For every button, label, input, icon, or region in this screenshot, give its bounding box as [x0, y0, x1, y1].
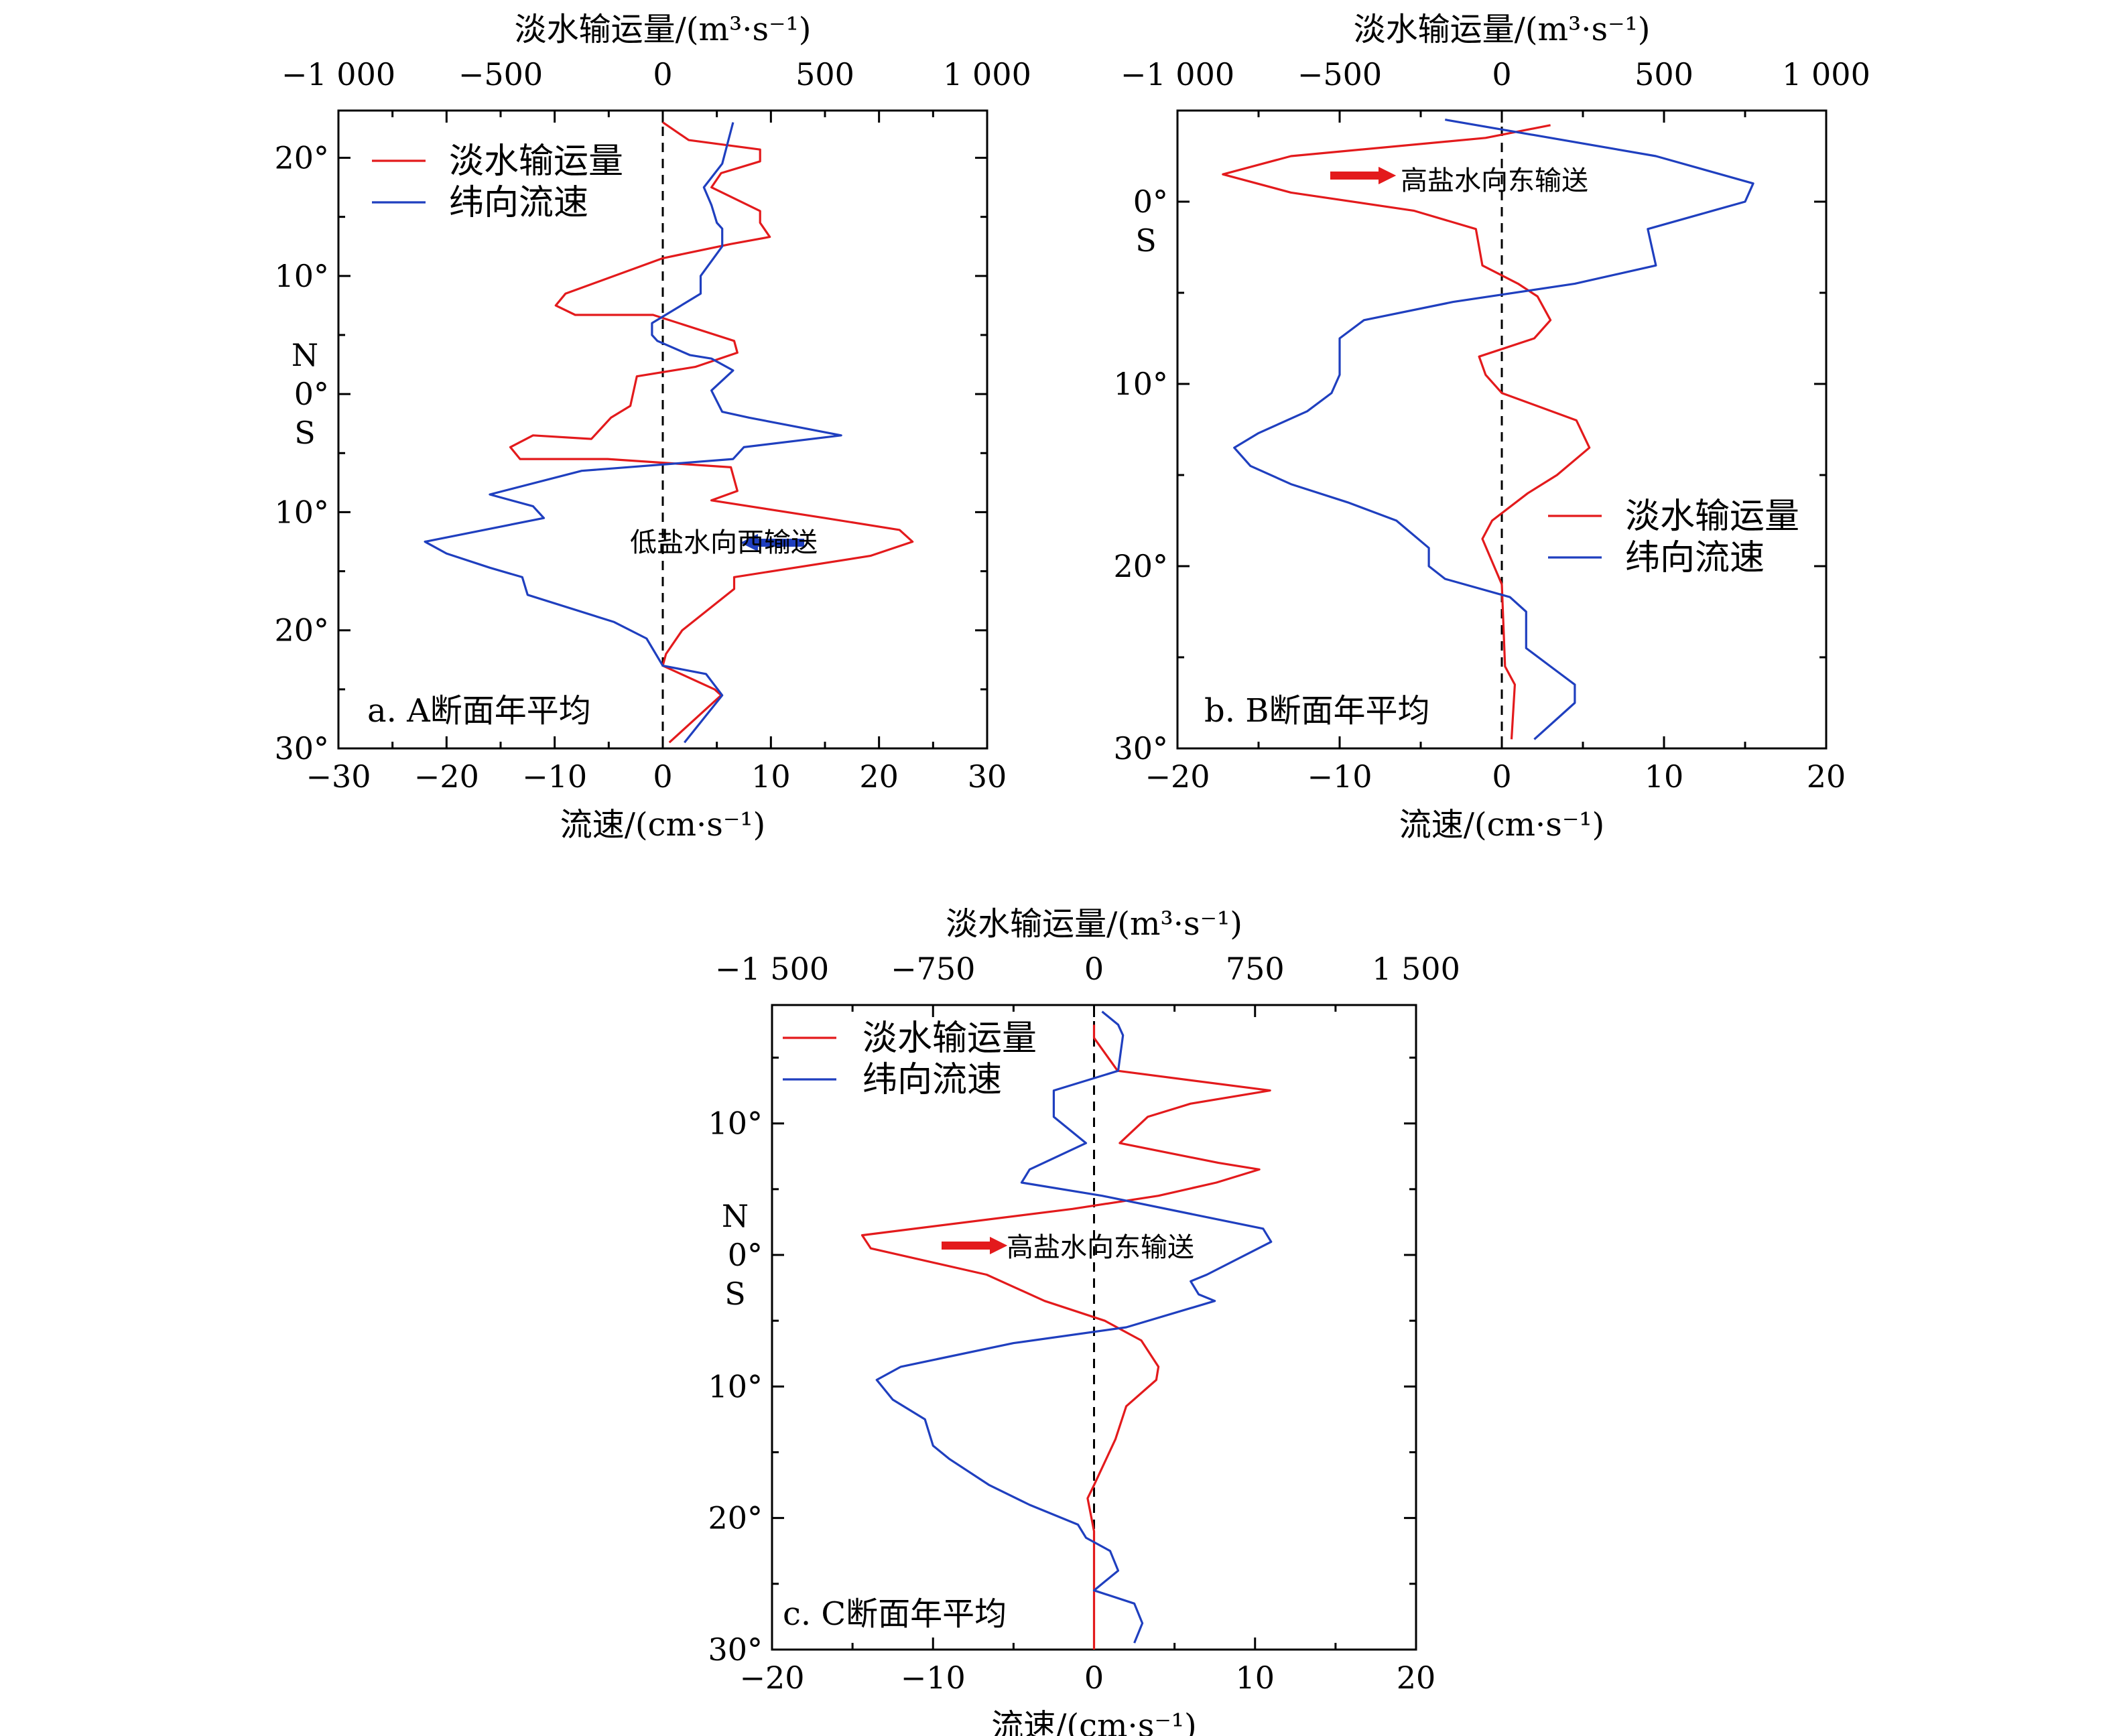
bottom-tick-label: 20 — [1807, 758, 1846, 795]
top-axis-title: 淡水输运量/(m³·s⁻¹) — [946, 905, 1242, 943]
lat-tick-label: 10° — [274, 258, 329, 294]
top-tick-label: −500 — [1297, 56, 1382, 92]
panel-c: −20 −10 0 10 20 −1 500 −750 0 750 1 500 淡水输运量/(m³·… — [708, 905, 1460, 1736]
legend-label: 淡水输运量 — [1625, 496, 1799, 537]
legend-label: 淡水输运量 — [449, 141, 623, 182]
bottom-tick-label: 30 — [968, 758, 1007, 795]
bottom-axis-title: 流速/(cm·s⁻¹) — [1399, 806, 1605, 844]
legend-label: 纬向流速 — [449, 183, 588, 223]
lat-tick-label: 30° — [1113, 730, 1168, 766]
lat-tick-label: 10° — [708, 1368, 763, 1404]
bottom-tick-label: −10 — [522, 758, 587, 795]
lat-tick-label: 20° — [274, 140, 329, 176]
legend-label: 淡水输运量 — [862, 1018, 1037, 1059]
top-tick-label: 1 000 — [1782, 56, 1870, 92]
top-tick-label: 500 — [1635, 56, 1693, 92]
bottom-tick-label: 0 — [1492, 758, 1511, 795]
annotation-text: 高盐水向东输送 — [1007, 1232, 1194, 1263]
top-tick-label: −1 000 — [281, 56, 395, 92]
bottom-tick-label: 20 — [1397, 1660, 1436, 1696]
bottom-tick-label: −20 — [1145, 758, 1210, 795]
top-tick-label: 0 — [653, 56, 672, 92]
s-label: S — [724, 1276, 746, 1312]
lat-tick-label: 30° — [708, 1631, 763, 1668]
bottom-tick-label: 20 — [859, 758, 899, 795]
annotation-text: 高盐水向东输送 — [1401, 165, 1588, 196]
plot-frame — [337, 109, 988, 750]
bottom-tick-label: 10 — [1235, 1660, 1275, 1696]
panel-title: a. A断面年平均 — [367, 692, 591, 730]
bottom-axis-title: 流速/(cm·s⁻¹) — [991, 1707, 1197, 1736]
panel-title: b. B断面年平均 — [1204, 692, 1430, 730]
annotation-text: 低盐水向西输送 — [630, 527, 818, 558]
lat-tick-label: 10° — [708, 1106, 763, 1142]
panel-title: c. C断面年平均 — [783, 1595, 1007, 1633]
bottom-tick-label: −20 — [739, 1660, 804, 1696]
top-tick-label: 1 500 — [1372, 951, 1460, 987]
lat-tick-label: 30° — [274, 730, 329, 766]
legend-label: 纬向流速 — [862, 1060, 1002, 1100]
lat-tick-label: 20° — [708, 1500, 763, 1536]
legend-label: 纬向流速 — [1625, 538, 1765, 578]
top-tick-label: −1 500 — [715, 951, 829, 987]
top-tick-label: 750 — [1226, 951, 1285, 987]
lat-tick-label: 20° — [274, 612, 329, 649]
s-label: S — [294, 415, 316, 451]
lat-tick-label: 20° — [1113, 548, 1168, 584]
top-tick-label: 1 000 — [943, 56, 1031, 92]
bottom-tick-label: −10 — [901, 1660, 966, 1696]
north-label: N — [722, 1198, 749, 1234]
series-line-zonal-velocity — [424, 122, 842, 744]
north-label: N — [292, 337, 318, 373]
bottom-tick-label: 0 — [1084, 1660, 1104, 1696]
lat-tick-label: 10° — [274, 494, 329, 530]
series-line-freshwater-transport — [509, 121, 914, 744]
bottom-tick-label: 10 — [1645, 758, 1684, 795]
series-line-freshwater-transport — [1222, 124, 1591, 740]
bottom-axis-title: 流速/(cm·s⁻¹) — [560, 806, 766, 844]
lat-tick-label: 0° — [1133, 184, 1168, 220]
top-axis-title: 淡水输运量/(m³·s⁻¹) — [515, 11, 812, 48]
bottom-tick-label: −20 — [414, 758, 479, 795]
series-line-zonal-velocity — [1233, 119, 1754, 740]
top-tick-label: −500 — [458, 56, 543, 92]
series-line-zonal-velocity — [875, 1010, 1273, 1644]
lat-tick-label: 0° — [294, 376, 329, 412]
s-label: S — [1135, 222, 1157, 259]
panel-b: −20 −10 0 10 20 −1 000 −500 0 500 1 000 淡水输运量/(m³·… — [1113, 11, 1870, 844]
lat-tick-label: 0° — [728, 1237, 763, 1273]
panel-a: −30 −20 −10 0 10 20 30 −1 000 −500 0 500 1 000 淡水输运量… — [274, 11, 1031, 844]
top-tick-label: 500 — [795, 56, 854, 92]
top-tick-label: 0 — [1084, 951, 1104, 987]
bottom-tick-label: −30 — [306, 758, 371, 795]
bottom-tick-label: 10 — [751, 758, 791, 795]
top-tick-label: −750 — [891, 951, 975, 987]
series-line-freshwater-transport — [860, 1024, 1271, 1650]
bottom-tick-label: 0 — [653, 758, 672, 795]
lat-tick-label: 10° — [1113, 366, 1168, 402]
top-tick-label: −1 000 — [1121, 56, 1234, 92]
bottom-tick-label: −10 — [1307, 758, 1372, 795]
top-axis-title: 淡水输运量/(m³·s⁻¹) — [1354, 11, 1651, 48]
top-tick-label: 0 — [1492, 56, 1511, 92]
